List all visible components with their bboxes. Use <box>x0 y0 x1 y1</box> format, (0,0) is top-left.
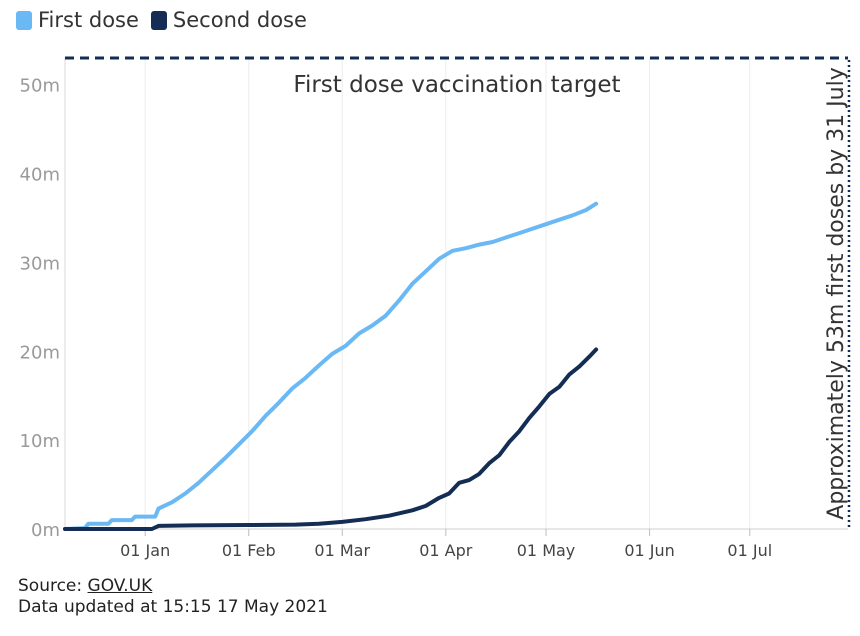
x-tick-label: 01 Jul <box>727 541 772 560</box>
y-axis: 0m 10m 20m 30m 40m 50m <box>20 58 66 541</box>
grid <box>144 58 751 529</box>
updated-line: Data updated at 15:15 17 May 2021 <box>18 597 328 617</box>
target-annotation: First dose vaccination target Approximat… <box>65 56 851 529</box>
x-tick-label: 01 Jan <box>120 541 170 560</box>
y-tick-label: 20m <box>20 342 60 363</box>
legend-swatch-first-dose <box>16 10 32 30</box>
legend-label-first-dose: First dose <box>38 8 139 32</box>
legend-item-first-dose[interactable]: First dose <box>16 8 139 32</box>
series-line-first-dose <box>63 201 599 531</box>
x-tick-label: 01 Jun <box>624 541 674 560</box>
y-tick-label: 30m <box>20 253 60 274</box>
x-tick-label: 01 Apr <box>419 541 473 560</box>
legend-item-second-dose[interactable]: Second dose <box>150 8 307 32</box>
x-axis: 01 Jan 01 Feb 01 Mar 01 Apr 01 May 01 Jun 01 J… <box>65 528 848 560</box>
x-tick-label: 01 Feb <box>222 541 276 560</box>
source-link[interactable]: GOV.UK <box>87 576 153 596</box>
target-line-label: First dose vaccination target <box>293 72 620 98</box>
source-prefix: Source: <box>18 576 88 596</box>
y-tick-label: 50m <box>20 76 60 97</box>
y-tick-label: 10m <box>20 431 60 452</box>
target-date-label: Approximately 53m first doses by 31 July <box>824 67 849 519</box>
source-line: Source: GOV.UK <box>18 576 328 597</box>
series-lines <box>63 201 599 531</box>
x-tick-label: 01 Mar <box>314 541 370 560</box>
x-tick-label: 01 May <box>517 541 576 560</box>
y-tick-label: 0m <box>31 520 60 541</box>
legend: First dose Second dose <box>16 8 319 32</box>
series-line-second-dose <box>63 347 599 531</box>
legend-swatch-second-dose <box>150 10 167 30</box>
footer: Source: GOV.UK Data updated at 15:15 17 … <box>18 576 328 618</box>
y-tick-label: 40m <box>20 165 60 186</box>
legend-label-second-dose: Second dose <box>172 8 307 32</box>
